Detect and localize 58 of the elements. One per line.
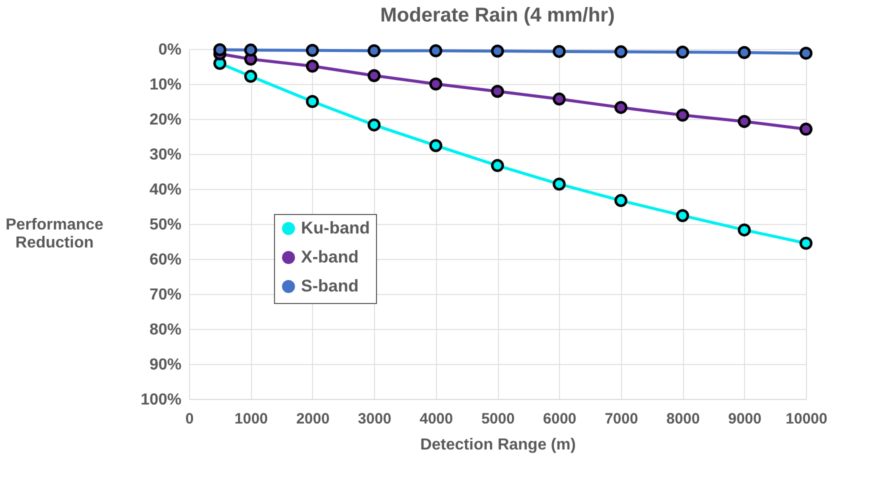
- y-tick-label: 0%: [158, 42, 182, 58]
- y-axis-title: Performance Reduction: [6, 216, 104, 252]
- point: [491, 84, 504, 98]
- legend-label: Ku-band: [301, 218, 370, 238]
- x-tick-label: 0: [185, 410, 194, 428]
- point: [614, 194, 628, 208]
- legend-label: X-band: [301, 248, 359, 266]
- point: [676, 108, 690, 122]
- y-tick-label: 60%: [149, 252, 182, 268]
- x-tick-label: 3000: [358, 410, 392, 428]
- point: [738, 46, 751, 59]
- y-tick-label: 90%: [149, 356, 182, 374]
- x-tick-label: 8000: [666, 410, 700, 428]
- y-tick-label: 10%: [149, 76, 182, 94]
- y-tick-label: 30%: [149, 146, 182, 164]
- point: [429, 44, 442, 58]
- point: [676, 209, 690, 222]
- x-tick-label: 2000: [296, 410, 330, 428]
- point: [800, 236, 812, 250]
- y-tick-label: 20%: [149, 112, 182, 128]
- point: [552, 178, 566, 191]
- legend-label: S-band: [301, 276, 359, 296]
- y-tick-label: 40%: [149, 182, 182, 198]
- point: [800, 46, 812, 60]
- x-tick-label: 10000: [786, 410, 828, 428]
- point: [213, 43, 226, 56]
- point: [306, 60, 319, 73]
- point: [552, 92, 566, 106]
- point: [368, 69, 381, 82]
- point: [368, 118, 381, 132]
- y-tick-label: 50%: [149, 216, 182, 234]
- point: [738, 223, 751, 236]
- chart-title: Moderate Rain (4 mm/hr): [380, 4, 615, 26]
- y-tick-label: 70%: [149, 286, 182, 304]
- y-tick-label: 100%: [140, 392, 182, 408]
- x-tick-label: 7000: [604, 410, 638, 428]
- point: [738, 114, 751, 128]
- point: [552, 44, 566, 58]
- x-tick-label: 1000: [234, 410, 268, 428]
- point: [244, 70, 258, 83]
- x-axis-title: Detection Range (m): [420, 436, 576, 454]
- point: [306, 44, 319, 57]
- point: [244, 44, 258, 57]
- point: [429, 78, 442, 90]
- point: [491, 44, 504, 58]
- y-tick-label: 80%: [149, 322, 182, 338]
- point: [306, 95, 319, 108]
- point: [491, 159, 504, 172]
- point: [368, 44, 381, 58]
- point: [614, 45, 628, 58]
- x-tick-label: 9000: [728, 410, 762, 428]
- point: [800, 122, 812, 136]
- point: [676, 46, 690, 59]
- x-tick-label: 4000: [420, 410, 453, 428]
- x-tick-label: 6000: [543, 410, 576, 428]
- x-tick-label: 5000: [481, 410, 515, 428]
- point: [614, 100, 628, 114]
- point: [429, 139, 442, 152]
